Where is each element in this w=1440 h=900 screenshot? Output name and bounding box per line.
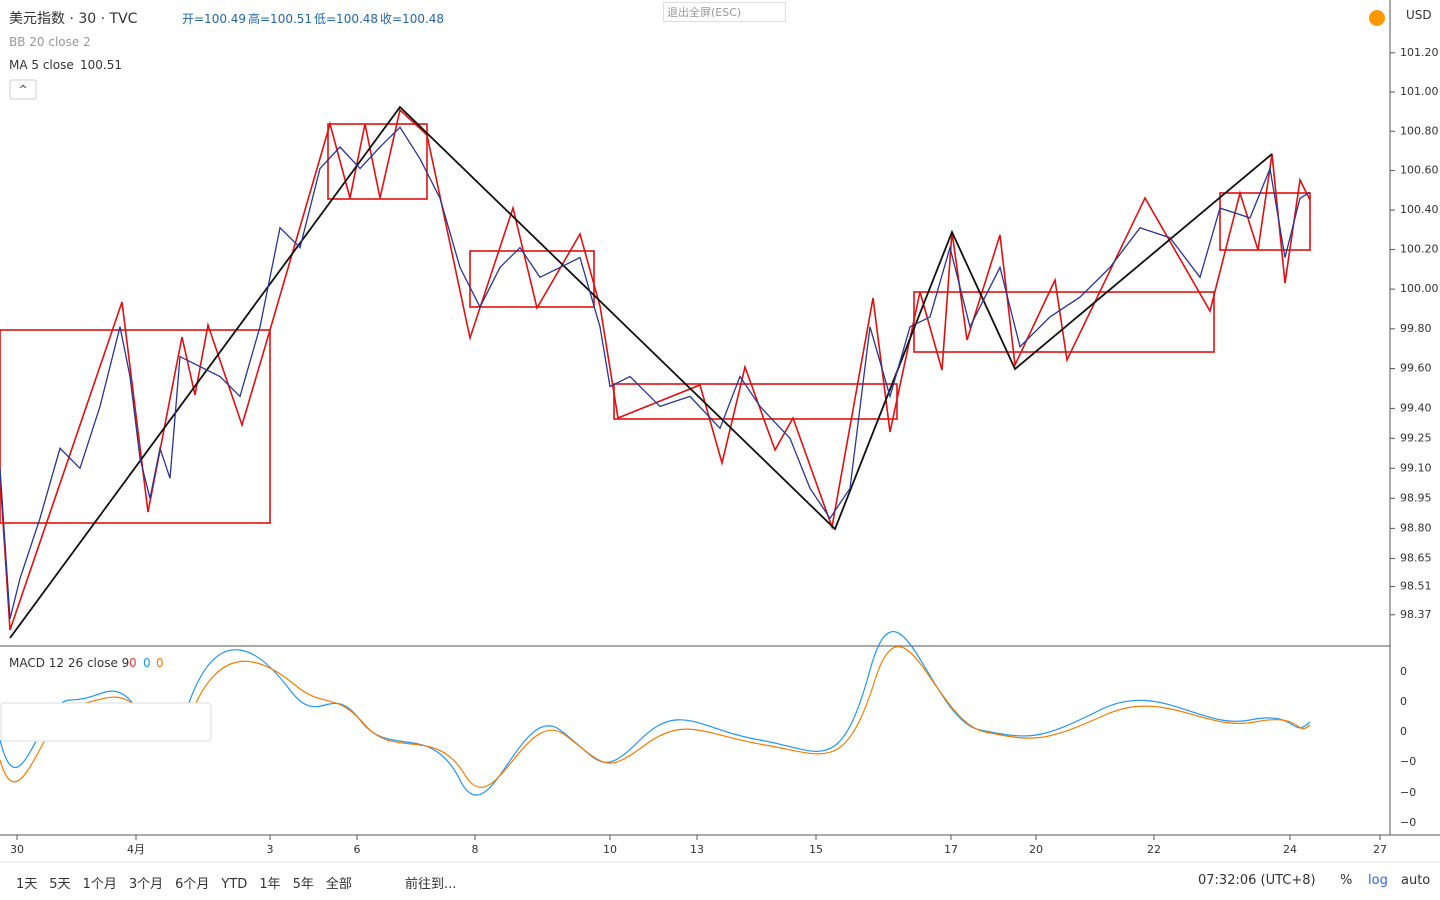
x-tick-label: 24 <box>1283 843 1297 856</box>
drawing-toolbar[interactable] <box>0 702 212 742</box>
x-tick-label: 27 <box>1373 843 1387 856</box>
y-tick-label: 100.40 <box>1400 203 1439 216</box>
macd-tick-label: −0 <box>1400 786 1416 799</box>
y-tick-label: 99.80 <box>1400 322 1432 335</box>
y-tick-label: 99.25 <box>1400 431 1432 444</box>
macd-tick-label: −0 <box>1400 816 1416 829</box>
y-tick-label: 101.20 <box>1400 46 1439 59</box>
x-tick-label: 13 <box>690 843 704 856</box>
ohlc-high: 高=100.51 <box>248 12 313 26</box>
range-button[interactable]: 1天 <box>16 877 38 892</box>
ma-value: 100.51 <box>80 58 122 72</box>
goto[interactable]: 前往到... <box>405 877 457 892</box>
y-tick-label: 99.60 <box>1400 362 1432 375</box>
y-tick-label: 100.60 <box>1400 164 1439 177</box>
ohlc-low: 低=100.48 <box>314 12 379 26</box>
x-tick-label: 6 <box>354 843 361 856</box>
y-tick-label: 98.95 <box>1400 491 1432 504</box>
alert-icon[interactable] <box>1369 10 1385 26</box>
macd-legend: MACD 12 26 close 9 <box>9 656 130 670</box>
log-toggle[interactable]: log <box>1368 873 1388 888</box>
price-line <box>0 126 1311 619</box>
x-tick-label: 8 <box>472 843 479 856</box>
range-button[interactable]: 1个月 <box>82 877 117 892</box>
symbol: 美元指数 · 30 · TVC <box>9 11 138 27</box>
x-tick-label: 15 <box>809 843 823 856</box>
y-tick-label: 98.80 <box>1400 521 1432 534</box>
clock: 07:32:06 (UTC+8) <box>1198 873 1316 888</box>
y-tick-label: 101.00 <box>1400 85 1439 98</box>
macd-tick-label: 0 <box>1400 695 1407 708</box>
x-tick-label: 30 <box>10 843 24 856</box>
y-tick-label: 100.00 <box>1400 282 1439 295</box>
range-button[interactable]: YTD <box>221 877 248 892</box>
percent-toggle[interactable]: % <box>1340 873 1353 888</box>
macd-value: 0 <box>156 656 164 670</box>
macd-tick-label: 0 <box>1400 665 1407 678</box>
bb-legend: BB 20 close 2 <box>9 35 91 49</box>
trend-zigzag <box>9 105 1273 639</box>
x-tick-label: 3 <box>267 843 274 856</box>
exit-fullscreen[interactable]: 退出全屏(ESC) <box>663 2 786 22</box>
collapse-button[interactable] <box>9 79 37 100</box>
currency[interactable]: USD <box>1406 8 1432 22</box>
x-tick-label: 4月 <box>127 843 145 856</box>
macd-tick-label: 0 <box>1400 725 1407 738</box>
collapse-icon: ^ <box>18 83 27 96</box>
range-button[interactable]: 6个月 <box>175 877 210 892</box>
y-tick-label: 100.20 <box>1400 243 1439 256</box>
ohlc-close: 收=100.48 <box>380 12 445 26</box>
y-tick-label: 99.10 <box>1400 461 1432 474</box>
x-tick-label: 22 <box>1147 843 1161 856</box>
x-tick-label: 10 <box>603 843 617 856</box>
x-tick-label: 17 <box>944 843 958 856</box>
y-tick-label: 98.37 <box>1400 608 1432 621</box>
range-bar: 1天 5天 1个月 3个月 6个月 YTD 1年 5年 全部 <box>16 873 364 892</box>
y-tick-label: 99.40 <box>1400 401 1432 414</box>
range-button[interactable]: 全部 <box>325 877 352 892</box>
range-button[interactable]: 5天 <box>49 877 71 892</box>
macd-value: 0 <box>143 656 151 670</box>
auto-toggle[interactable]: auto <box>1401 873 1431 888</box>
macd-value: 0 <box>129 656 137 670</box>
macd-tick-label: −0 <box>1400 755 1416 768</box>
x-tick-label: 20 <box>1029 843 1043 856</box>
y-tick-label: 98.65 <box>1400 551 1432 564</box>
ma-legend: MA 5 close <box>9 58 74 72</box>
ohlc-open: 开=100.49 <box>182 12 247 26</box>
range-button[interactable]: 3个月 <box>128 877 164 892</box>
y-tick-label: 98.51 <box>1400 580 1432 593</box>
range-button[interactable]: 1年 <box>259 877 281 892</box>
y-tick-label: 100.80 <box>1400 124 1439 137</box>
drawings <box>0 108 1311 631</box>
range-button[interactable]: 5年 <box>292 877 314 892</box>
